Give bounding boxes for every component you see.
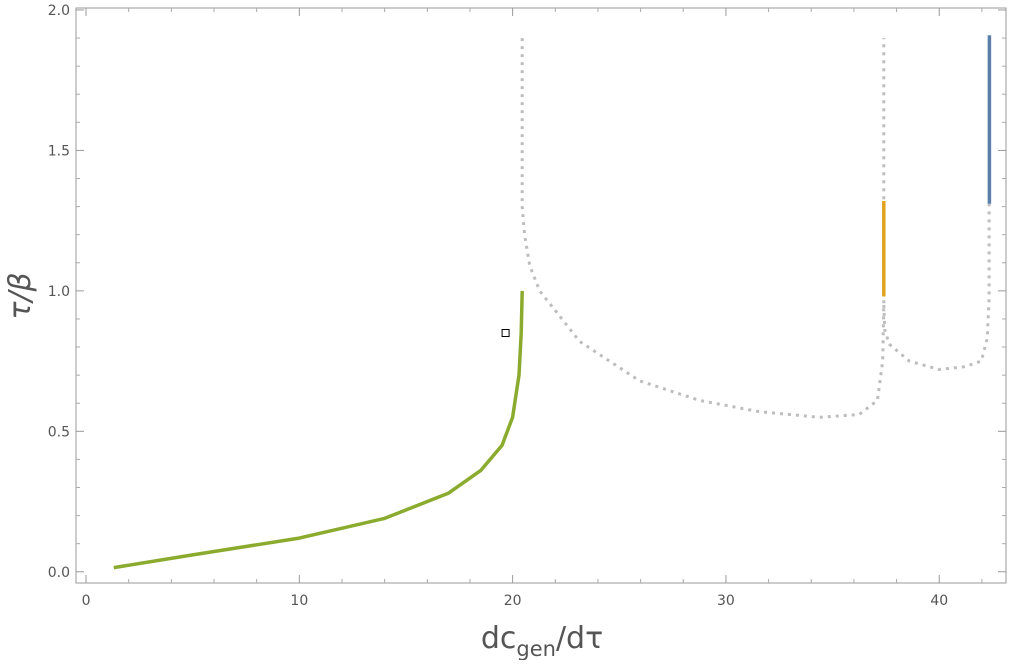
y-tick-label: 2.0 <box>48 3 70 19</box>
series-line <box>882 203 991 371</box>
y-tick-label: 1.0 <box>48 284 70 300</box>
x-tick-label: 30 <box>717 593 735 609</box>
series-line <box>113 290 524 570</box>
x-tick-label: 40 <box>930 593 948 609</box>
marker <box>501 329 510 337</box>
y-tick-label: 0.5 <box>48 424 70 440</box>
series-line <box>520 38 886 419</box>
y-tick-label: 0.0 <box>48 565 70 581</box>
y-axis-label: τ/β <box>3 272 38 319</box>
x-tick-label: 0 <box>82 593 91 609</box>
plot-frame <box>75 7 1007 584</box>
x-label-part: dc <box>481 621 517 656</box>
x-tick-label: 10 <box>290 593 308 609</box>
x-label-sub: gen <box>516 637 556 660</box>
x-axis-label: dcgen/dτ <box>481 621 603 660</box>
x-label-part: /dτ <box>556 621 603 656</box>
y-tick-label: 1.5 <box>48 143 70 159</box>
x-tick-label: 20 <box>504 593 522 609</box>
